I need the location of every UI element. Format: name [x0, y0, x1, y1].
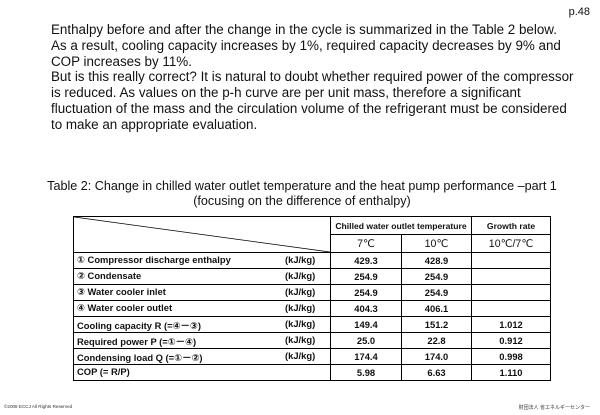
paragraph-2: As a result, cooling capacity increases … [51, 37, 561, 69]
row-label: Condensing load Q (=①－②) [77, 352, 203, 363]
row-label-cell: ② Condensate (kJ/kg) [73, 268, 331, 285]
page-number: p.48 [568, 6, 590, 18]
value-10c: 254.9 [400, 284, 473, 301]
value-7c: 5.98 [330, 364, 402, 381]
diagonal-line [74, 217, 330, 252]
growth-value [471, 284, 552, 301]
row-label-cell: ③ Water cooler inlet (kJ/kg) [73, 284, 331, 301]
row-label-cell: Cooling capacity R (=④－③) (kJ/kg) [73, 316, 331, 333]
performance-table: Chilled water outlet temperature Growth … [73, 216, 552, 381]
growth-value [471, 268, 552, 285]
row-label: COP (= R/P) [77, 366, 130, 377]
row-unit: (kJ/kg) [285, 334, 316, 345]
value-7c: 429.3 [330, 252, 402, 269]
paragraph-3: But is this really correct? It is natura… [51, 69, 574, 132]
growth-value: 0.998 [471, 348, 552, 365]
table-row: ④ Water cooler outlet (kJ/kg) 404.3 406.1 [73, 300, 552, 317]
row-label: ② Condensate [77, 270, 142, 281]
growth-value [471, 300, 552, 317]
col-header-10c: 10℃ [400, 234, 473, 253]
value-7c: 25.0 [330, 332, 402, 349]
header-row-1: Chilled water outlet temperature Growth … [73, 216, 552, 253]
value-10c: 6.63 [400, 364, 473, 381]
row-label: ④ Water cooler outlet [77, 302, 173, 313]
table-row: Required power P (=①－④) (kJ/kg) 25.0 22.8… [73, 332, 552, 349]
table-row: ② Condensate (kJ/kg) 254.9 254.9 [73, 268, 552, 285]
col-header-ratio: 10℃/7℃ [471, 234, 552, 253]
table-row: ③ Water cooler inlet (kJ/kg) 254.9 254.9 [73, 284, 552, 301]
growth-value: 1.110 [471, 364, 552, 381]
row-label: Cooling capacity R (=④－③) [77, 320, 201, 331]
row-label: ① Compressor discharge enthalpy [77, 254, 231, 265]
row-unit: (kJ/kg) [285, 270, 316, 281]
row-unit: (kJ/kg) [285, 350, 316, 361]
table-caption: Table 2: Change in chilled water outlet … [10, 179, 594, 209]
value-10c: 428.9 [400, 252, 473, 269]
row-label: ③ Water cooler inlet [77, 286, 166, 297]
caption-line-1: Table 2: Change in chilled water outlet … [47, 179, 557, 193]
diagonal-header-cell [73, 216, 331, 253]
value-7c: 254.9 [330, 284, 402, 301]
row-label-cell: ① Compressor discharge enthalpy (kJ/kg) [73, 252, 331, 269]
row-label: Required power P (=①－④) [77, 336, 197, 347]
row-label-cell: Condensing load Q (=①－②) (kJ/kg) [73, 348, 331, 365]
growth-value: 0.912 [471, 332, 552, 349]
row-label-cell: ④ Water cooler outlet (kJ/kg) [73, 300, 331, 317]
row-unit: (kJ/kg) [285, 254, 316, 265]
value-7c: 174.4 [330, 348, 402, 365]
value-10c: 174.0 [400, 348, 473, 365]
paragraph-1: Enthalpy before and after the change in … [51, 22, 557, 37]
row-unit: (kJ/kg) [285, 318, 316, 329]
group-header: Chilled water outlet temperature [329, 216, 473, 235]
col-header-7c: 7℃ [330, 234, 402, 253]
value-7c: 149.4 [330, 316, 402, 333]
body-text: Enthalpy before and after the change in … [51, 22, 581, 133]
copyright-footer: ©2008 ECCJ All Rights Reserved [4, 404, 73, 409]
row-unit: (kJ/kg) [285, 302, 316, 313]
value-7c: 254.9 [330, 268, 402, 285]
organization-footer: 財団法人 省エネルギーセンター [518, 405, 590, 411]
value-10c: 151.2 [400, 316, 473, 333]
row-unit: (kJ/kg) [285, 286, 316, 297]
table-row: Cooling capacity R (=④－③) (kJ/kg) 149.4 1… [73, 316, 552, 333]
table-row: Condensing load Q (=①－②) (kJ/kg) 174.4 17… [73, 348, 552, 365]
growth-header: Growth rate [471, 216, 552, 235]
value-10c: 406.1 [400, 300, 473, 317]
table-row: COP (= R/P) 5.98 6.63 1.110 [73, 364, 552, 381]
row-label-cell: COP (= R/P) [73, 364, 331, 381]
table-row: ① Compressor discharge enthalpy (kJ/kg) 4… [73, 252, 552, 269]
growth-value [471, 252, 552, 269]
value-10c: 22.8 [400, 332, 473, 349]
value-10c: 254.9 [400, 268, 473, 285]
growth-value: 1.012 [471, 316, 552, 333]
row-label-cell: Required power P (=①－④) (kJ/kg) [73, 332, 331, 349]
value-7c: 404.3 [330, 300, 402, 317]
caption-line-2: (focusing on the difference of enthalpy) [193, 194, 411, 208]
